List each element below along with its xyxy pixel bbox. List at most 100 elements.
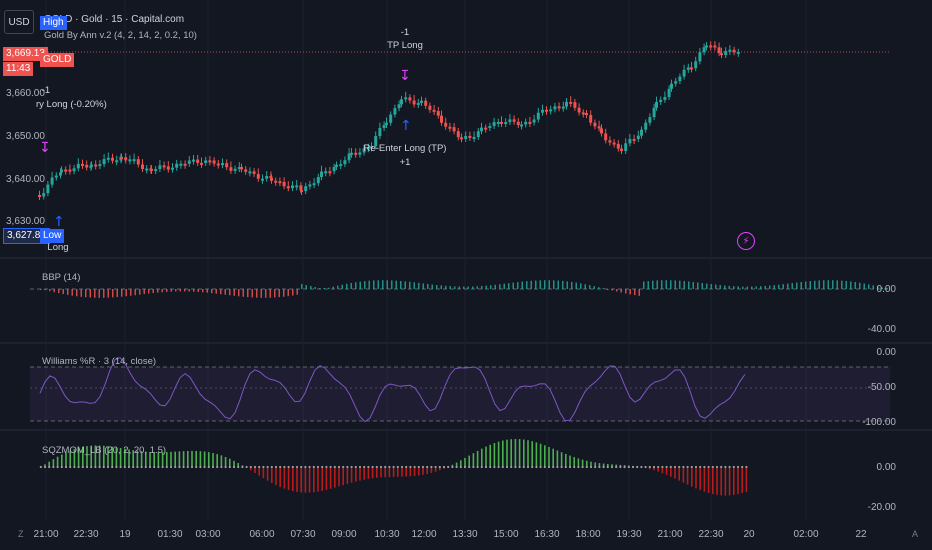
- time-label: 02:00: [793, 529, 819, 540]
- sqz-bar: [573, 457, 575, 467]
- bbp-bar: [355, 282, 357, 289]
- sqz-bar: [413, 467, 416, 476]
- bbp-bar: [116, 289, 118, 298]
- bbp-bar: [386, 280, 388, 289]
- sqz-bar: [384, 467, 386, 478]
- sqz-dot: [337, 465, 341, 469]
- auto-scale-button[interactable]: A: [912, 529, 919, 539]
- sqz-dot: [274, 465, 278, 469]
- sqz-dot: [111, 465, 114, 469]
- sqz-bar: [73, 449, 76, 467]
- bbp-bar: [715, 284, 717, 289]
- sqz-dot: [598, 465, 601, 469]
- sqz-bar: [338, 467, 340, 487]
- williams-r-line: [39, 356, 746, 423]
- bbp-bar: [778, 284, 780, 289]
- sqz-bar: [371, 467, 374, 479]
- sqz-dot: [186, 465, 189, 469]
- sqz-dot: [526, 465, 530, 469]
- sqz-bar: [703, 467, 706, 492]
- sqz-dot: [619, 465, 622, 469]
- bbp-bar: [499, 284, 501, 289]
- sqz-dot: [627, 465, 630, 469]
- bbp-bar: [449, 286, 451, 289]
- candle-body: [549, 109, 553, 112]
- sqz-bar: [103, 445, 105, 467]
- candle-body: [416, 102, 420, 105]
- bbp-title[interactable]: BBP (14): [42, 272, 81, 283]
- sqz-dot: [316, 465, 320, 469]
- candle-body: [286, 186, 290, 189]
- sqz-bar: [397, 467, 399, 477]
- sqz-bar: [724, 467, 727, 496]
- sqz-bar: [422, 467, 424, 475]
- bbp-bar: [242, 289, 244, 297]
- bbp-bar: [863, 283, 865, 289]
- willr-title[interactable]: Williams %R · 3 (14, close): [42, 356, 157, 367]
- bbp-bar: [850, 281, 852, 289]
- time-label: 22:30: [73, 529, 99, 540]
- candle-body: [440, 115, 443, 123]
- bbp-bar: [98, 289, 100, 298]
- sqz-bar: [523, 439, 525, 467]
- sqz-bar: [560, 452, 563, 467]
- sqz-dot: [615, 465, 618, 469]
- candle-body: [270, 177, 273, 181]
- sqz-bar: [535, 442, 538, 467]
- candle-body: [581, 112, 585, 115]
- sqz-bar: [737, 467, 739, 495]
- candle-body: [64, 169, 68, 172]
- sqz-dot: [623, 465, 626, 469]
- sqz-bar: [48, 461, 50, 467]
- symbol-legend[interactable]: GOLD · Gold · 15 · Capital.com: [44, 14, 185, 25]
- time-label: 09:00: [331, 529, 357, 540]
- sqz-dot: [161, 465, 164, 469]
- sqz-bar: [691, 467, 693, 487]
- bbp-bar: [661, 280, 663, 289]
- sqz-bar: [61, 454, 63, 467]
- lightning-icon[interactable]: ⚡: [737, 232, 755, 250]
- bbp-bar: [134, 289, 136, 296]
- high-tag: High: [40, 16, 67, 30]
- time-label: 19: [119, 529, 131, 540]
- sqz-dot: [539, 465, 542, 469]
- bbp-bar: [301, 284, 303, 289]
- sqz-dot: [379, 465, 383, 469]
- sqz-bar: [216, 454, 218, 467]
- candle-body: [604, 133, 608, 141]
- sqz-bar: [497, 441, 500, 467]
- sqz-title[interactable]: SQZMOM_LB (20, 2, 20, 1.5): [42, 445, 167, 456]
- candle-body: [496, 121, 500, 124]
- candle-body: [192, 159, 195, 162]
- willr-top-label: 0.00: [876, 347, 896, 358]
- sqz-bar: [128, 449, 130, 467]
- candle-body: [332, 166, 336, 172]
- bbp-bar: [373, 280, 375, 289]
- sqz-dot: [283, 465, 286, 469]
- sqz-dot: [140, 465, 143, 469]
- bbp-histogram: [40, 280, 888, 298]
- timezone-corner-button[interactable]: Z: [18, 529, 24, 539]
- sqz-dot: [514, 465, 517, 469]
- bbp-bar: [139, 289, 141, 295]
- sqz-dot: [169, 465, 173, 469]
- currency-button[interactable]: USD: [4, 10, 34, 34]
- candle-body: [358, 152, 362, 155]
- indicator-legend[interactable]: Gold By Ann v.2 (4, 2, 14, 2, 0.2, 10): [44, 30, 197, 41]
- bbp-bar: [175, 289, 177, 292]
- sqz-dot: [199, 465, 202, 469]
- sqz-bar: [52, 459, 55, 467]
- sqz-bar: [602, 463, 605, 467]
- sqz-dot: [207, 465, 210, 469]
- sqz-bar: [712, 467, 714, 495]
- sqz-dot: [564, 465, 567, 469]
- sqz-bar: [115, 447, 118, 467]
- sqz-bar: [506, 439, 508, 467]
- candle-body: [102, 159, 106, 165]
- sqz-dot: [287, 465, 290, 469]
- candle-body: [532, 119, 536, 123]
- bbp-bar: [814, 280, 816, 289]
- bbp-bar: [62, 289, 64, 295]
- candle-body: [212, 160, 216, 164]
